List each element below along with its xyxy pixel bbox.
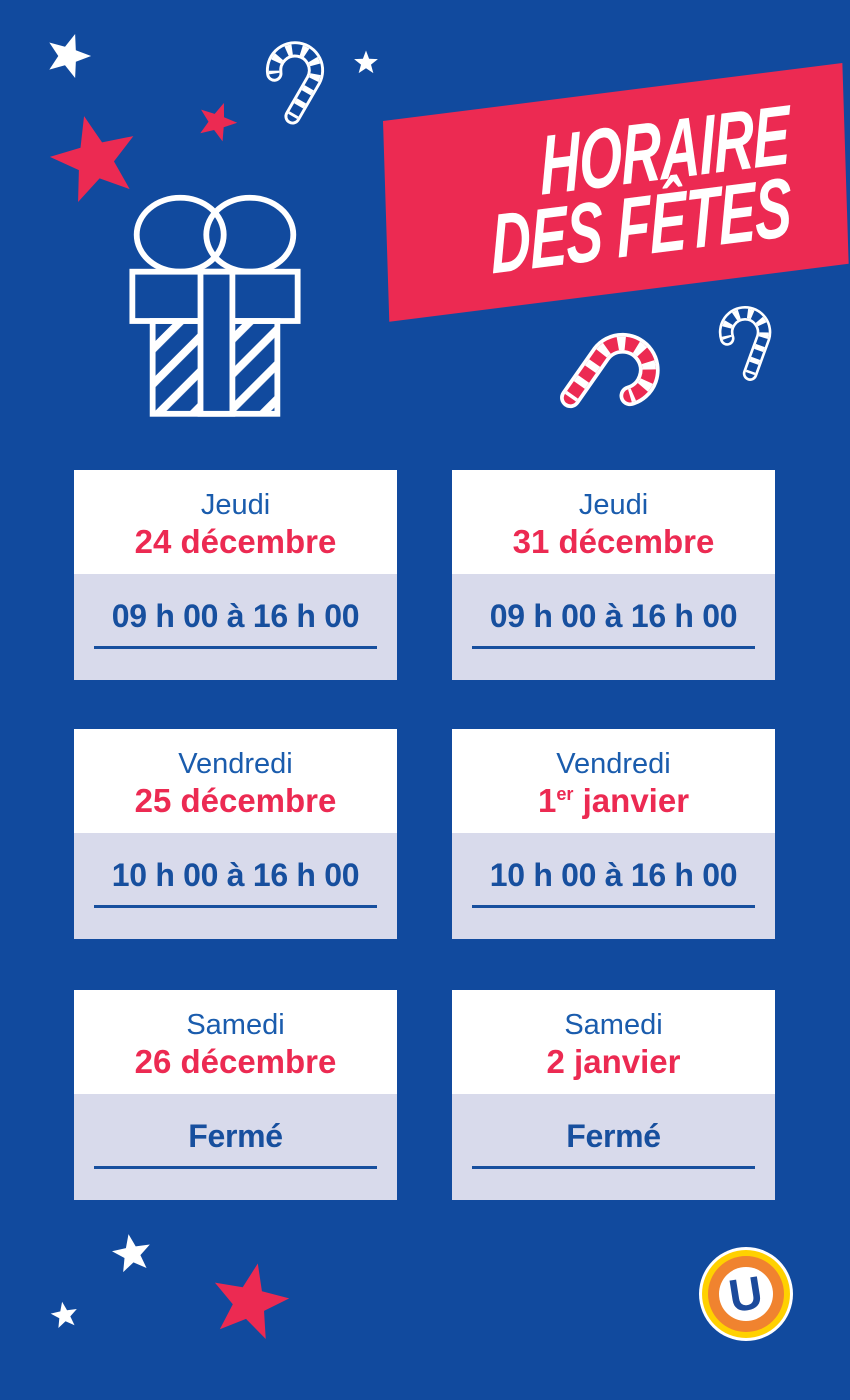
star-icon	[111, 1234, 150, 1273]
star-icon	[49, 116, 134, 202]
hours-label: 10 h 00 à 16 h 00	[489, 857, 738, 893]
divider-line	[94, 646, 377, 649]
hours-label: 10 h 00 à 16 h 00	[111, 857, 360, 893]
hours-label: Fermé	[566, 1118, 661, 1154]
card-hours-section: 10 h 00 à 16 h 00	[74, 833, 397, 939]
schedule-card: Vendredi 1er janvier 10 h 00 à 16 h 00	[452, 729, 775, 939]
day-label: Vendredi	[556, 748, 671, 781]
banner-title-line2: DES FÊTES	[489, 159, 793, 292]
day-label: Samedi	[564, 1009, 663, 1042]
day-label: Samedi	[186, 1009, 285, 1042]
candy-cane-icon	[265, 41, 325, 125]
star-icon	[50, 1301, 77, 1329]
card-header: Vendredi 1er janvier	[452, 729, 775, 833]
logo-letter: U	[725, 1265, 767, 1323]
star-icon	[214, 1263, 290, 1339]
day-label: Jeudi	[200, 489, 271, 522]
schedule-card: Jeudi 24 décembre 09 h 00 à 16 h 00	[74, 470, 397, 680]
divider-line	[472, 1166, 755, 1169]
day-label: Vendredi	[178, 748, 293, 781]
star-icon	[354, 50, 378, 74]
date-label: 2 janvier	[546, 1043, 681, 1081]
card-header: Jeudi 24 décembre	[74, 470, 397, 574]
uniprix-logo: U	[699, 1247, 793, 1341]
hours-label: Fermé	[188, 1118, 283, 1154]
card-header: Jeudi 31 décembre	[452, 470, 775, 574]
schedule-card: Samedi 2 janvier Fermé	[452, 990, 775, 1200]
date-label: 26 décembre	[134, 1043, 337, 1081]
divider-line	[94, 1166, 377, 1169]
logo-inner-disc: U	[719, 1265, 773, 1323]
date-label: 25 décembre	[134, 782, 337, 820]
day-label: Jeudi	[578, 489, 649, 522]
card-hours-section: Fermé	[452, 1094, 775, 1200]
schedule-card: Jeudi 31 décembre 09 h 00 à 16 h 00	[452, 470, 775, 680]
card-header: Samedi 2 janvier	[452, 990, 775, 1094]
star-icon	[49, 34, 92, 78]
schedule-card: Samedi 26 décembre Fermé	[74, 990, 397, 1200]
hours-label: 09 h 00 à 16 h 00	[489, 598, 738, 634]
card-hours-section: 09 h 00 à 16 h 00	[74, 574, 397, 680]
card-header: Vendredi 25 décembre	[74, 729, 397, 833]
star-icon	[200, 103, 238, 142]
card-header: Samedi 26 décembre	[74, 990, 397, 1094]
divider-line	[472, 646, 755, 649]
date-label: 24 décembre	[134, 523, 337, 561]
date-label: 1er janvier	[537, 782, 690, 820]
date-label: 31 décembre	[512, 523, 715, 561]
divider-line	[472, 905, 755, 908]
hours-label: 09 h 00 à 16 h 00	[111, 598, 360, 634]
schedule-card: Vendredi 25 décembre 10 h 00 à 16 h 00	[74, 729, 397, 939]
candy-cane-icon	[560, 332, 660, 409]
card-hours-section: 10 h 00 à 16 h 00	[452, 833, 775, 939]
card-hours-section: Fermé	[74, 1094, 397, 1200]
holiday-banner: HORAIRE DES FÊTES	[383, 62, 849, 322]
candy-cane-icon	[718, 305, 772, 381]
divider-line	[94, 905, 377, 908]
gift-icon	[129, 194, 301, 417]
card-hours-section: 09 h 00 à 16 h 00	[452, 574, 775, 680]
